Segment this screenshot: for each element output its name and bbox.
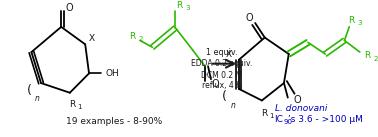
Text: O: O	[246, 13, 253, 23]
Text: L. donovani: L. donovani	[275, 104, 327, 113]
Text: 19 examples - 8-90%: 19 examples - 8-90%	[66, 117, 162, 126]
Text: DCM 0.2 M: DCM 0.2 M	[201, 71, 242, 80]
Text: R: R	[69, 100, 75, 109]
Text: IC: IC	[274, 115, 283, 124]
Text: 1 equiv.: 1 equiv.	[206, 48, 237, 57]
Text: X: X	[226, 49, 232, 58]
Text: n: n	[231, 101, 235, 110]
Text: R: R	[176, 1, 183, 10]
Text: reflux, 4 h: reflux, 4 h	[202, 82, 241, 90]
Text: 1: 1	[269, 113, 274, 119]
Text: EDDA 0.2 equiv.: EDDA 0.2 equiv.	[191, 59, 252, 68]
Text: R: R	[348, 16, 354, 25]
Text: O: O	[212, 79, 220, 89]
Text: R: R	[129, 32, 135, 41]
Text: X: X	[89, 34, 95, 43]
Text: OH: OH	[105, 69, 119, 78]
Text: O: O	[65, 2, 73, 12]
Text: 2: 2	[139, 36, 143, 42]
Text: 3: 3	[186, 5, 190, 12]
Text: O: O	[294, 95, 301, 105]
Text: ’s 3.6 - >100 μM: ’s 3.6 - >100 μM	[288, 115, 363, 124]
Text: (: (	[27, 84, 32, 97]
Text: R: R	[364, 51, 370, 60]
Text: R: R	[261, 109, 267, 118]
Text: 90: 90	[284, 119, 293, 125]
Text: 1: 1	[77, 104, 82, 110]
Text: n: n	[35, 94, 40, 103]
Text: (: (	[222, 90, 227, 103]
Text: 3: 3	[358, 20, 362, 26]
Text: 2: 2	[374, 56, 378, 62]
